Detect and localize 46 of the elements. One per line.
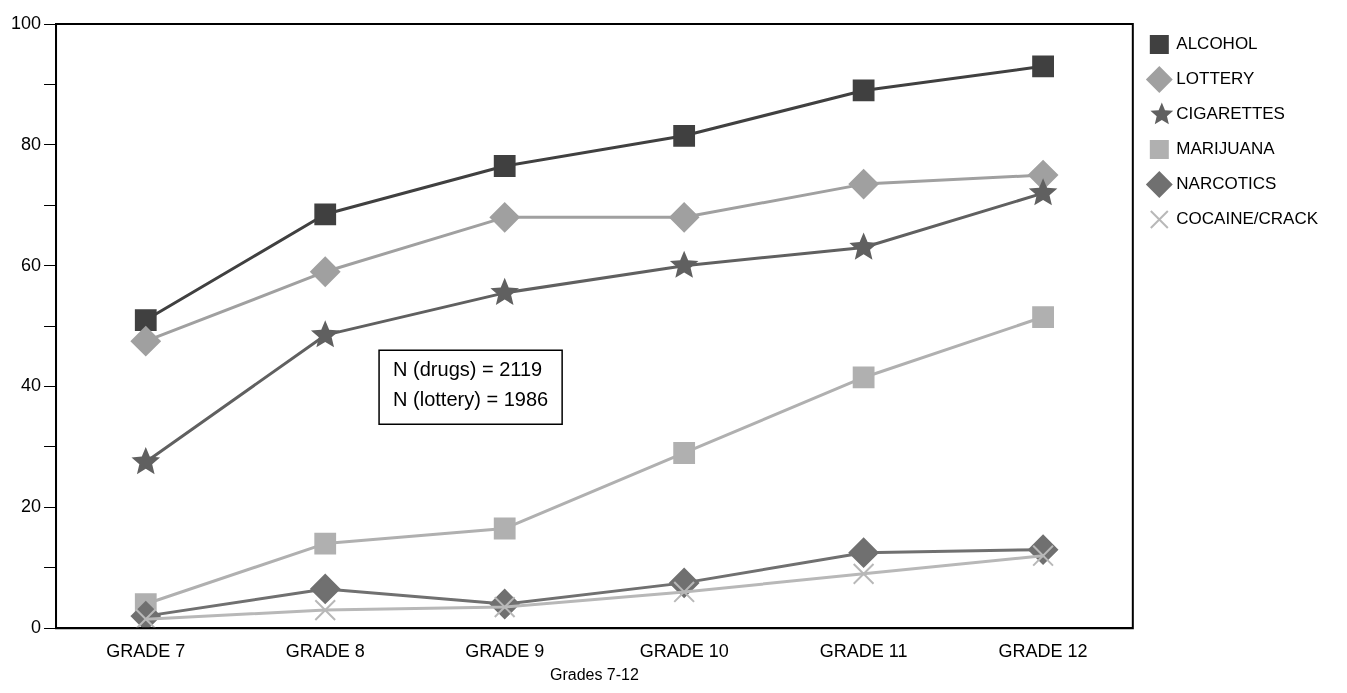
point [310,573,341,604]
point [130,326,161,357]
point [490,277,519,305]
y-tick-label: 60 [21,254,42,275]
point [314,203,337,226]
point [314,599,337,621]
x-tick-label: GRADE 9 [465,640,545,661]
point [1032,55,1054,78]
legend-label: ALCOHOL [1176,34,1258,54]
point [673,124,696,147]
legend-label: LOTTERY [1176,69,1255,89]
point [669,202,700,233]
y-tick-label: 20 [21,496,42,517]
point [852,562,875,585]
point [493,155,516,177]
x-axis-title: Grades 7-12 [549,665,639,683]
point [848,537,879,568]
annotation: N (drugs) = 2119 N (lottery) = 1986 [393,357,549,410]
legend-label: NARCOTICS [1176,174,1277,194]
x-tick-label: GRADE 7 [106,640,186,661]
point [493,517,516,540]
point [669,250,699,278]
point [852,366,875,389]
point [1028,178,1058,206]
y-tick-label: 100 [10,12,42,33]
x-tick-label: GRADE 11 [819,640,908,661]
point [848,169,879,200]
point [673,442,696,464]
point [134,309,157,331]
point [310,256,341,287]
legend-label: COCAINE/CRACK [1176,209,1319,229]
point [310,320,340,348]
y-tick-label: 40 [21,375,42,396]
point [852,79,875,102]
x-tick-label: GRADE 12 [998,640,1088,661]
legend-label: MARIJUANA [1176,139,1276,159]
point [1032,306,1054,328]
y-tick-label: 0 [31,617,42,638]
x-tick-label: GRADE 10 [639,640,729,661]
point [849,232,878,260]
point [131,447,161,475]
y-tick-label: 80 [21,133,42,154]
legend-label: CIGARETTES [1176,104,1285,124]
point [489,202,520,233]
point [314,532,337,555]
x-tick-label: GRADE 8 [285,640,365,661]
